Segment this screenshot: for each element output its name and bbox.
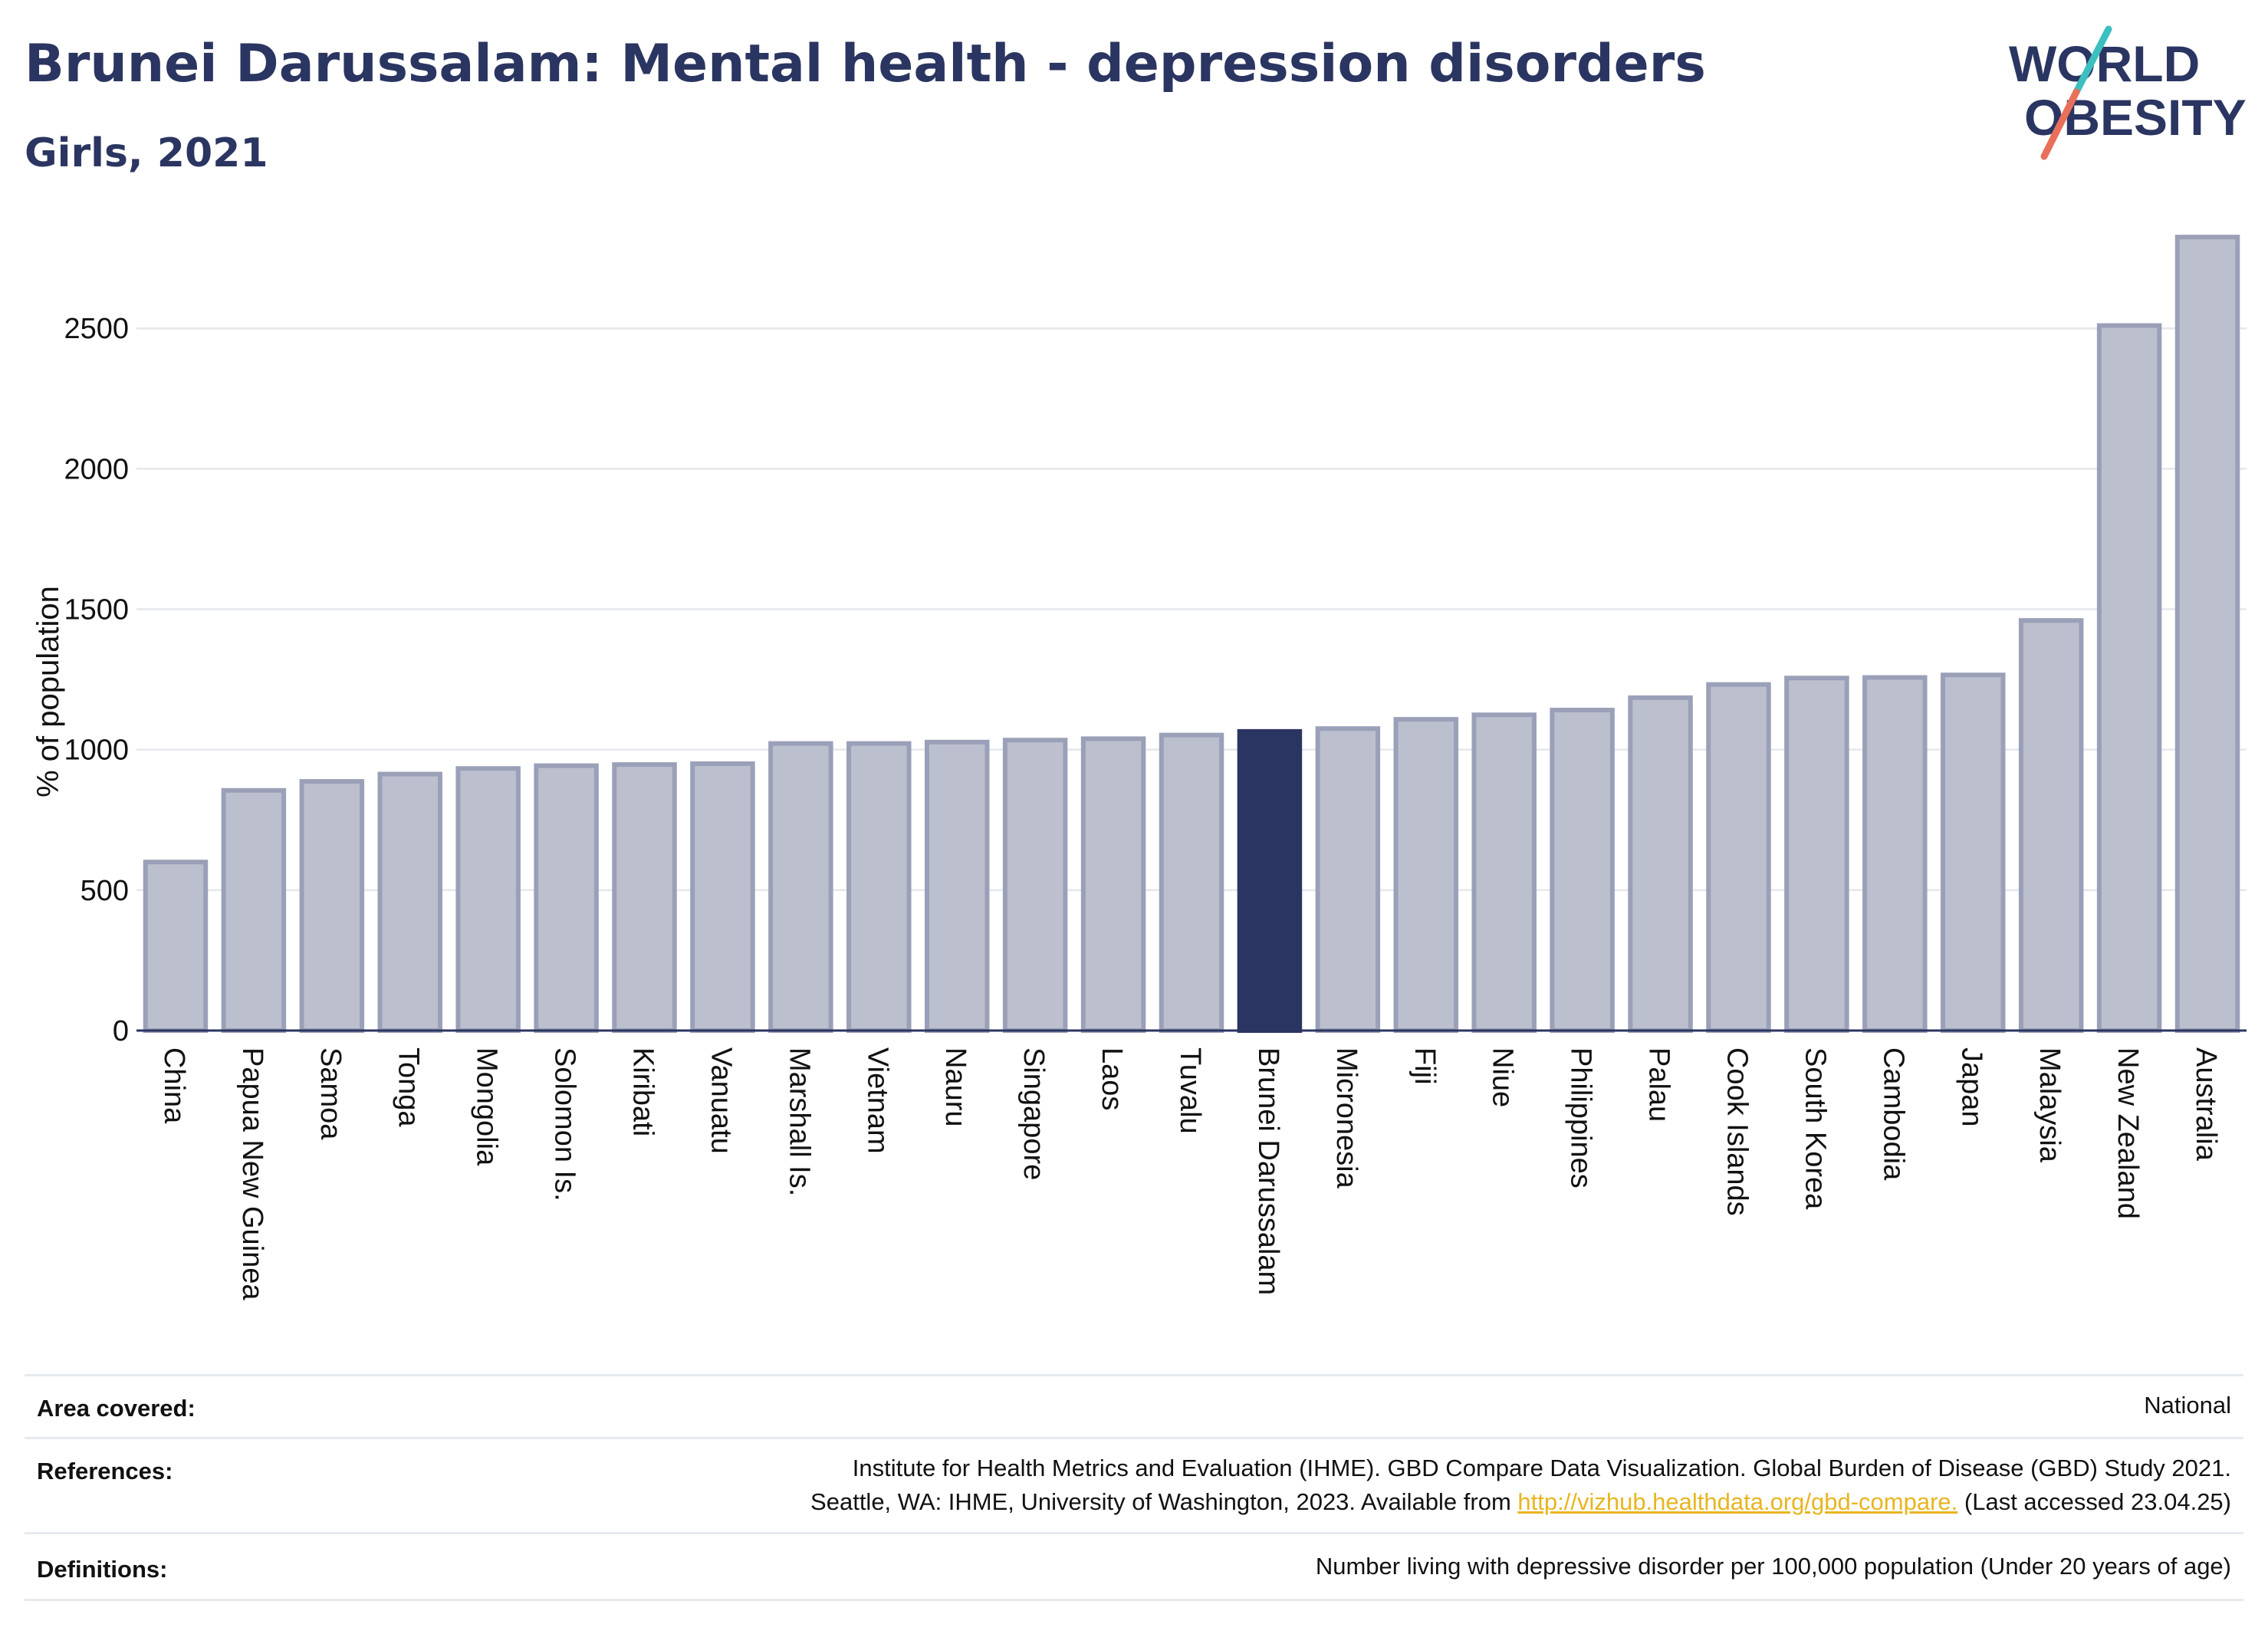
footer-row-area: Area covered: National: [25, 1374, 2243, 1438]
bar-tuvalu: [1159, 732, 1224, 1033]
x-tick-label: Niue: [1487, 1047, 1519, 1107]
y-tick-label: 2500: [64, 313, 129, 345]
x-tick-label: Mongolia: [471, 1047, 503, 1166]
chart-subtitle: Girls, 2021: [25, 130, 268, 176]
bar-marshall-is: [768, 741, 833, 1033]
x-tick-label: Tuvalu: [1174, 1047, 1206, 1134]
bar-new-zealand: [2096, 323, 2162, 1033]
x-tick-label: Samoa: [314, 1047, 347, 1140]
references-line2-pre: Seattle, WA: IHME, University of Washing…: [810, 1488, 1518, 1515]
bar-samoa: [299, 779, 365, 1033]
bar-mongolia: [455, 766, 521, 1033]
references-line2: Seattle, WA: IHME, University of Washing…: [810, 1485, 2231, 1519]
y-tick-label: 2000: [64, 453, 129, 485]
x-tick-label: Australia: [2190, 1047, 2222, 1162]
bar-palau: [1628, 695, 1693, 1033]
footer-row-references: References: Institute for Health Metrics…: [25, 1437, 2243, 1534]
x-tick-label: Cook Islands: [1721, 1047, 1753, 1216]
world-obesity-logo: WORLD OBESITY: [2009, 25, 2247, 160]
footer-row-definitions: Definitions: Number living with depressi…: [25, 1532, 2243, 1601]
bars: [143, 235, 2240, 1034]
area-covered-value: National: [2144, 1392, 2231, 1419]
references-line1: Institute for Health Metrics and Evaluat…: [852, 1455, 2231, 1481]
bar-nauru: [924, 739, 990, 1034]
references-value: Institute for Health Metrics and Evaluat…: [810, 1452, 2231, 1519]
bar-niue: [1471, 712, 1537, 1033]
x-tick-label: Nauru: [939, 1047, 971, 1127]
bar-papua-new-guinea: [221, 787, 287, 1034]
x-tick-label: China: [158, 1047, 190, 1124]
x-tick-label: Fiji: [1408, 1047, 1441, 1085]
bar-philippines: [1550, 708, 1615, 1033]
bar-kiribati: [612, 762, 677, 1033]
y-tick-label: 500: [81, 875, 129, 907]
bar-malaysia: [2018, 618, 2084, 1033]
references-line2-post: (Last accessed 23.04.25): [1957, 1488, 2231, 1515]
bar-australia: [2174, 235, 2240, 1034]
bar-fiji: [1393, 717, 1459, 1034]
bar-china: [143, 860, 209, 1034]
definitions-value: Number living with depressive disorder p…: [1315, 1553, 2231, 1580]
x-tick-label: Micronesia: [1330, 1047, 1362, 1189]
x-tick-label: Laos: [1096, 1047, 1128, 1110]
bar-laos: [1080, 736, 1146, 1033]
bar-singapore: [1002, 738, 1068, 1034]
x-tick-label: Vanuatu: [705, 1047, 737, 1154]
x-tick-label: Marshall Is.: [783, 1047, 815, 1196]
x-tick-label: Palau: [1643, 1047, 1675, 1122]
bar-cook-islands: [1706, 682, 1771, 1034]
x-tick-label: Cambodia: [1877, 1047, 1909, 1181]
references-label: References:: [37, 1458, 173, 1484]
bar-chart: 0 500 1000 1500 2000 2500 China Papua New Guin…: [31, 235, 2247, 1300]
x-tick-label: Japan: [1955, 1047, 1987, 1127]
definitions-label: Definitions:: [37, 1556, 168, 1583]
bar-vanuatu: [690, 761, 755, 1033]
bar-vietnam: [846, 741, 912, 1033]
bar-brunei-darussalam: [1237, 728, 1303, 1033]
y-tick-label: 0: [113, 1015, 129, 1047]
bar-micronesia: [1315, 726, 1381, 1033]
x-tick-label: Vietnam: [861, 1047, 893, 1154]
x-tick-label: Singapore: [1017, 1047, 1050, 1180]
y-axis-ticks: 0 500 1000 1500 2000 2500: [64, 313, 129, 1047]
x-tick-label: Solomon Is.: [549, 1047, 581, 1202]
logo-slash-coral: [2040, 88, 2080, 160]
bar-solomon-is: [534, 763, 599, 1033]
x-tick-label: New Zealand: [2112, 1047, 2144, 1219]
y-tick-label: 1000: [64, 735, 129, 767]
x-tick-label: Papua New Guinea: [236, 1047, 268, 1300]
logo-slash-teal: [2072, 25, 2112, 96]
bar-tonga: [377, 771, 442, 1034]
chart-title: Brunei Darussalam: Mental health - depre…: [25, 34, 1706, 94]
area-covered-label: Area covered:: [37, 1395, 196, 1422]
x-tick-label: Kiribati: [627, 1047, 659, 1136]
x-tick-label: Brunei Darussalam: [1252, 1047, 1284, 1295]
bar-japan: [1941, 672, 2006, 1033]
x-tick-label: Tonga: [393, 1047, 425, 1127]
x-tick-label: Philippines: [1565, 1047, 1597, 1189]
x-tick-label: South Korea: [1799, 1047, 1831, 1210]
references-link[interactable]: http://vizhub.healthdata.org/gbd-compare…: [1517, 1488, 1958, 1515]
y-tick-label: 1500: [64, 594, 129, 626]
bar-south-korea: [1784, 676, 1849, 1033]
bar-cambodia: [1862, 675, 1928, 1034]
y-axis-label: % of population: [31, 586, 65, 797]
x-axis-ticks: China Papua New Guinea Samoa Tonga Mongolia S…: [158, 1047, 2222, 1300]
x-tick-label: Malaysia: [2033, 1047, 2066, 1163]
